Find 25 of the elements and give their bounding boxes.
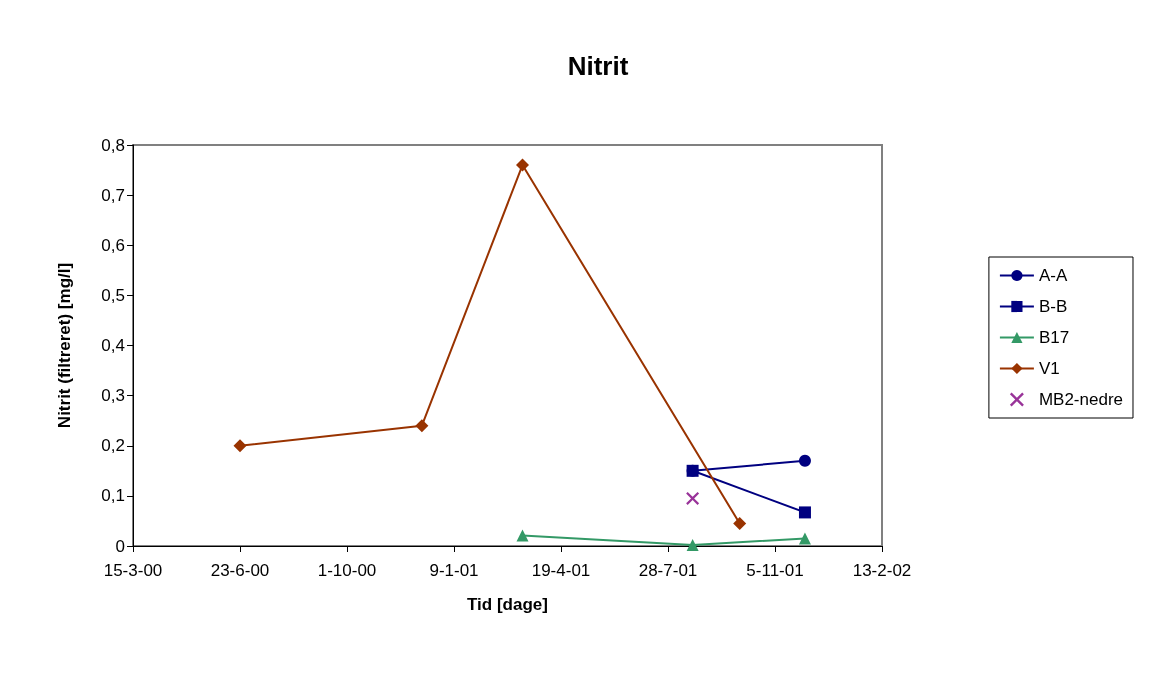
y-tick-label: 0,7 bbox=[101, 185, 125, 205]
x-tick-label: 15-3-00 bbox=[103, 561, 163, 580]
y-tick-label: 0,8 bbox=[101, 135, 125, 155]
y-tick-label: 0,5 bbox=[101, 285, 125, 305]
legend-label: B-B bbox=[1038, 297, 1068, 316]
x-tick-label: 19-4-01 bbox=[531, 561, 591, 580]
y-axis-title: Nitrit (filtreret) [mg/l] bbox=[55, 262, 74, 429]
chart-title: Nitrit bbox=[567, 51, 629, 81]
x-tick-label: 13-2-02 bbox=[852, 561, 912, 580]
x-tick-label: 28-7-01 bbox=[638, 561, 698, 580]
legend-label: B17 bbox=[1038, 328, 1070, 347]
legend-label: MB2-nedre bbox=[1038, 390, 1124, 409]
legend-label: V1 bbox=[1038, 359, 1060, 378]
y-tick-label: 0,6 bbox=[101, 235, 125, 255]
y-tick-label: 0,4 bbox=[101, 336, 125, 355]
x-tick-label: 9-1-01 bbox=[429, 561, 479, 580]
x-tick-label: 1-10-00 bbox=[317, 561, 377, 580]
x-axis-title: Tid [dage] bbox=[467, 595, 548, 614]
x-tick-label: 23-6-00 bbox=[210, 561, 270, 580]
y-tick-label: 0 bbox=[115, 536, 125, 556]
y-tick-label: 0,3 bbox=[101, 386, 125, 406]
y-tick-label: 0,1 bbox=[101, 486, 125, 506]
x-tick-label: 5-11-01 bbox=[746, 561, 804, 580]
legend-label: A-A bbox=[1038, 266, 1068, 285]
y-tick-label: 0,2 bbox=[101, 436, 125, 456]
